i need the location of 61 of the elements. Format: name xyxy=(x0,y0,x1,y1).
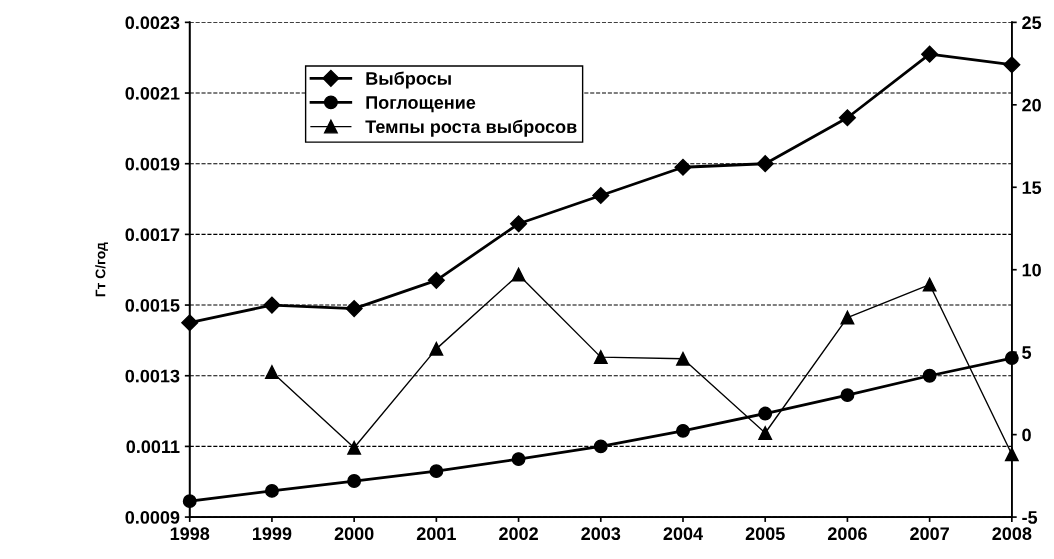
x-tick-label: 2002 xyxy=(499,527,538,541)
point xyxy=(676,351,690,366)
point xyxy=(1004,351,1019,366)
y-axis-title: Гт С/год xyxy=(95,242,108,297)
y-tick-label: 0.0021 xyxy=(125,86,180,100)
point xyxy=(511,452,526,467)
point xyxy=(592,186,610,205)
legend-label: Поглощение xyxy=(366,96,476,113)
y-tick-label: 0.0017 xyxy=(125,228,180,242)
point xyxy=(511,267,526,282)
y2-tick-label: 5 xyxy=(1022,346,1032,359)
y2-tick-label: 20 xyxy=(1022,98,1041,112)
x-tick-label: 1998 xyxy=(170,527,210,541)
point xyxy=(674,158,692,176)
y-tick-label: 0.0013 xyxy=(125,369,180,383)
point xyxy=(840,388,855,403)
point xyxy=(429,464,444,479)
x-tick-label: 2008 xyxy=(992,527,1032,541)
point xyxy=(429,341,444,356)
point xyxy=(347,474,362,488)
point xyxy=(263,296,281,314)
x-tick-label: 2007 xyxy=(910,527,949,541)
y-tick-label: 0.0023 xyxy=(125,16,180,30)
point xyxy=(593,439,608,454)
point xyxy=(922,368,937,383)
point xyxy=(427,271,445,289)
y-tick-label: 0.0009 xyxy=(125,511,180,524)
y2-tick-label: 10 xyxy=(1022,263,1041,277)
point xyxy=(593,350,608,365)
y2-tick-label: 15 xyxy=(1022,181,1042,194)
y2-tick-label: 0 xyxy=(1022,428,1031,442)
x-tick-label: 2001 xyxy=(416,527,456,541)
y-tick-label: 0.0019 xyxy=(125,157,180,171)
point xyxy=(840,310,855,325)
x-tick-label: 2000 xyxy=(334,527,374,541)
point xyxy=(264,483,279,498)
y2-tick-label: -5 xyxy=(1022,511,1038,524)
point xyxy=(758,406,773,421)
x-tick-label: 1999 xyxy=(252,527,292,541)
x-tick-label: 2003 xyxy=(581,527,621,541)
point xyxy=(922,277,937,292)
point xyxy=(756,155,774,173)
x-tick-label: 2005 xyxy=(745,527,785,541)
point xyxy=(838,109,856,127)
point xyxy=(347,440,362,455)
point xyxy=(1003,56,1021,74)
legend-label: Темпы роста выбросов xyxy=(365,119,577,137)
y-tick-label: 0.0015 xyxy=(125,298,180,312)
x-tick-label: 2006 xyxy=(827,527,867,541)
point xyxy=(510,215,528,233)
legend-label: Выбросы xyxy=(366,71,451,89)
point xyxy=(921,45,939,63)
point xyxy=(182,494,197,509)
x-tick-label: 2004 xyxy=(663,527,703,541)
point xyxy=(758,426,773,440)
point xyxy=(676,423,690,438)
point xyxy=(181,314,199,332)
point xyxy=(264,365,279,379)
y-tick-label: 0.0011 xyxy=(126,440,180,454)
y2-tick-label: 25 xyxy=(1022,16,1042,30)
point xyxy=(345,300,363,318)
